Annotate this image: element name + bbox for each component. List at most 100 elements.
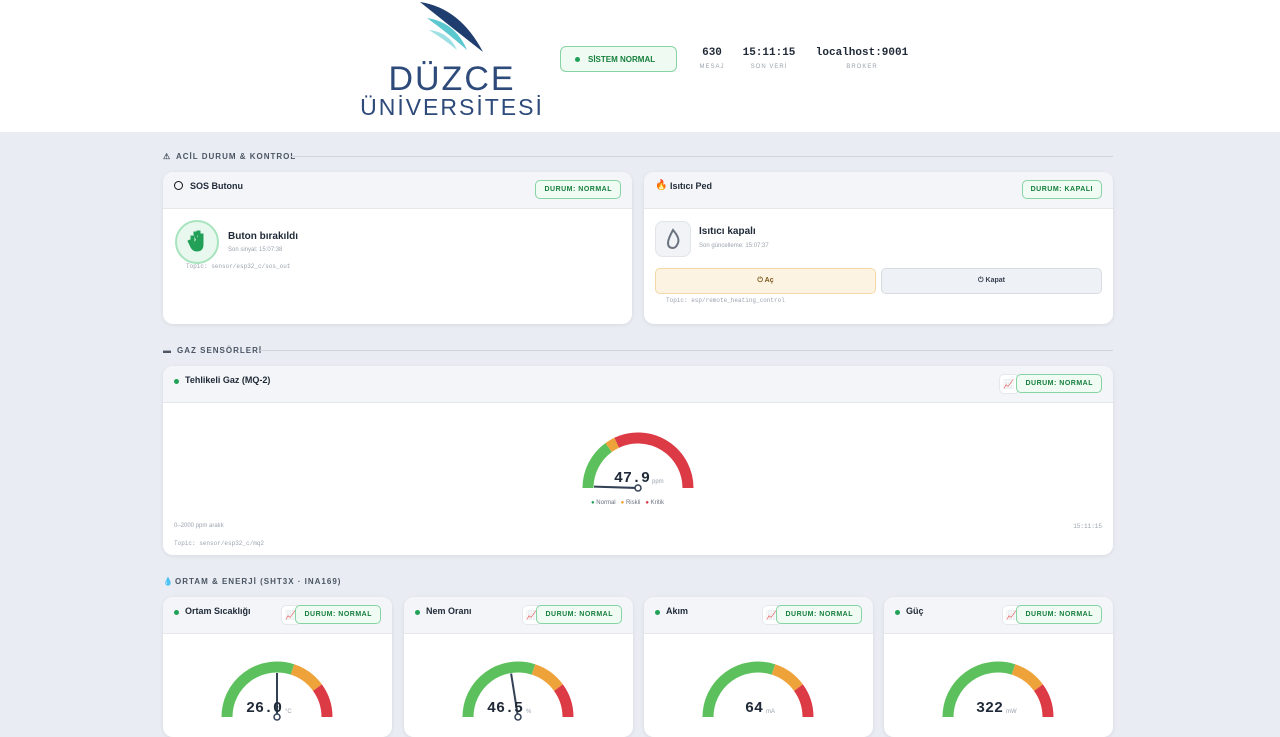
gauge-arc bbox=[942, 661, 1016, 718]
rule bbox=[290, 156, 1113, 157]
gauge bbox=[702, 661, 814, 718]
stat-label: BROKER bbox=[846, 64, 878, 70]
stat-label: SON VERİ bbox=[750, 64, 788, 70]
gauge-unit: ppm bbox=[652, 479, 664, 485]
section-title: GAZ SENSÖRLERİ bbox=[177, 346, 263, 355]
status-badge: DURUM: NORMAL bbox=[536, 605, 622, 624]
heater-state: Isıtıcı kapalı bbox=[699, 226, 756, 237]
card-header: Güç 📈 DURUM: NORMAL bbox=[884, 597, 1113, 634]
gauge-needle bbox=[510, 673, 519, 718]
card-title: Güç bbox=[906, 606, 924, 616]
status-text: SİSTEM NORMAL bbox=[588, 55, 656, 64]
gauge-value: 64 bbox=[744, 700, 763, 717]
topic: Topic: esp/remote_heating_control bbox=[666, 297, 785, 304]
sensor-card: Güç 📈 DURUM: NORMAL 322 mW bbox=[884, 597, 1113, 737]
gauge-arc bbox=[702, 661, 776, 718]
section-title: ACİL DURUM & KONTROL bbox=[176, 152, 297, 161]
gauge-arc bbox=[793, 684, 814, 718]
heater-card: 🔥 Isıtıcı Ped DURUM: KAPALI Isıtıcı kapa… bbox=[644, 172, 1113, 324]
gauge-legend: ● Normal ● Riskli ● Kritik bbox=[591, 500, 664, 506]
gauge-value: 322 bbox=[975, 700, 1003, 717]
stat-value: localhost:9001 bbox=[815, 47, 909, 59]
card-title: Ortam Sıcaklığı bbox=[185, 606, 251, 616]
topic: Topic: sensor/esp32_c/mq2 bbox=[174, 540, 265, 547]
gauge-arc bbox=[462, 661, 536, 718]
logo-subtitle: ÜNİVERSİTESİ bbox=[360, 94, 544, 120]
flame-icon bbox=[655, 221, 691, 257]
status-badge: DURUM: NORMAL bbox=[535, 180, 621, 199]
gauge-needle bbox=[593, 485, 639, 489]
sensor-card: Akım 📈 DURUM: NORMAL 64 mA bbox=[644, 597, 873, 737]
stat-value: 15:11:15 bbox=[742, 47, 796, 59]
card-header: 🔥 Isıtıcı Ped DURUM: KAPALI bbox=[644, 172, 1113, 209]
gauge-value: 46.5 bbox=[486, 700, 523, 717]
logo-mark bbox=[420, 2, 483, 52]
on-button[interactable]: ⏻ Aç bbox=[655, 268, 876, 294]
gauge bbox=[942, 661, 1054, 718]
gauge-arc bbox=[1011, 664, 1043, 692]
card-header: SOS Butonu DURUM: NORMAL bbox=[163, 172, 632, 209]
hand-icon bbox=[175, 220, 219, 264]
gauge-hub bbox=[634, 484, 642, 492]
gauge-arc bbox=[312, 684, 333, 718]
status-pill: SİSTEM NORMAL bbox=[560, 46, 677, 72]
card-header: Akım 📈 DURUM: NORMAL bbox=[644, 597, 873, 634]
gauge-unit: mW bbox=[1006, 709, 1017, 715]
card-title: Nem Oranı bbox=[426, 606, 472, 616]
gauge-arc bbox=[531, 664, 563, 692]
gauge-unit: % bbox=[526, 709, 532, 715]
status-badge: DURUM: NORMAL bbox=[1016, 374, 1102, 393]
section-icon: ⚠ bbox=[163, 152, 172, 161]
range: 0–2000 ppm aralık bbox=[174, 523, 224, 529]
status-badge: DURUM: NORMAL bbox=[295, 605, 381, 624]
topic: Topic: sensor/esp32_c/sos_out bbox=[186, 263, 291, 270]
card-header: Ortam Sıcaklığı 📈 DURUM: NORMAL bbox=[163, 597, 392, 634]
legend-label: Kritik bbox=[650, 500, 664, 506]
gauge-value: 26.0 bbox=[245, 700, 282, 717]
gauge-arc bbox=[605, 437, 620, 453]
gauge bbox=[462, 661, 574, 721]
gauge-arc bbox=[221, 661, 295, 718]
status-badge: DURUM: NORMAL bbox=[1016, 605, 1102, 624]
logo-title: DÜZCE bbox=[388, 60, 516, 98]
gauge-unit: °C bbox=[285, 709, 292, 715]
section-icon: 💧 bbox=[163, 577, 174, 586]
sensor-card: Ortam Sıcaklığı 📈 DURUM: NORMAL 26.0 °C bbox=[163, 597, 392, 737]
time: 15:11:15 bbox=[1073, 523, 1102, 530]
heater-last: Son güncelleme: 15:07:37 bbox=[699, 243, 769, 249]
sos-card: SOS Butonu DURUM: NORMAL Buton bırakıldı… bbox=[163, 172, 632, 324]
gauge-arc bbox=[1033, 684, 1054, 718]
gauge-arc bbox=[771, 664, 803, 692]
card-header: Nem Oranı 📈 DURUM: NORMAL bbox=[404, 597, 633, 634]
legend-label: Riskli bbox=[625, 500, 641, 506]
header: DÜZCE ÜNİVERSİTESİ SİSTEM NORMAL 630 MES… bbox=[0, 0, 1280, 132]
card-title: Tehlikeli Gaz (MQ-2) bbox=[185, 375, 271, 385]
sos-last: Son sinyal: 15:07:38 bbox=[228, 247, 283, 253]
card-title: Isıtıcı Ped bbox=[670, 181, 713, 191]
card-header: Tehlikeli Gaz (MQ-2) 📈 DURUM: NORMAL bbox=[163, 366, 1113, 403]
on-label: Aç bbox=[764, 277, 774, 284]
gauge bbox=[582, 432, 694, 492]
section-icon: ▬ bbox=[163, 346, 172, 355]
card-title: Akım bbox=[666, 606, 689, 616]
gauge-arc bbox=[614, 432, 694, 489]
gauge-arc bbox=[290, 664, 322, 692]
gauge-unit: mA bbox=[766, 709, 775, 715]
gauge-arc bbox=[582, 443, 613, 489]
rule bbox=[260, 350, 1113, 351]
gauge-value: 47.9 bbox=[613, 470, 650, 487]
gauge-arc bbox=[553, 684, 574, 718]
status-badge: DURUM: NORMAL bbox=[776, 605, 862, 624]
section-title: ORTAM & ENERJİ (SHT3X · INA169) bbox=[175, 577, 342, 586]
gauge bbox=[221, 661, 333, 721]
legend-label: Normal bbox=[596, 500, 616, 506]
stat-label: MESAJ bbox=[699, 64, 725, 70]
off-label: Kapat bbox=[985, 277, 1005, 284]
sensor-card: Nem Oranı 📈 DURUM: NORMAL 46.5 % bbox=[404, 597, 633, 737]
gas-card: Tehlikeli Gaz (MQ-2) 📈 DURUM: NORMAL 47.… bbox=[163, 366, 1113, 555]
sos-state: Buton bırakıldı bbox=[228, 231, 298, 242]
stat-value: 630 bbox=[702, 47, 722, 59]
off-button[interactable]: ⏻ Kapat bbox=[881, 268, 1102, 294]
card-title: SOS Butonu bbox=[190, 181, 243, 191]
